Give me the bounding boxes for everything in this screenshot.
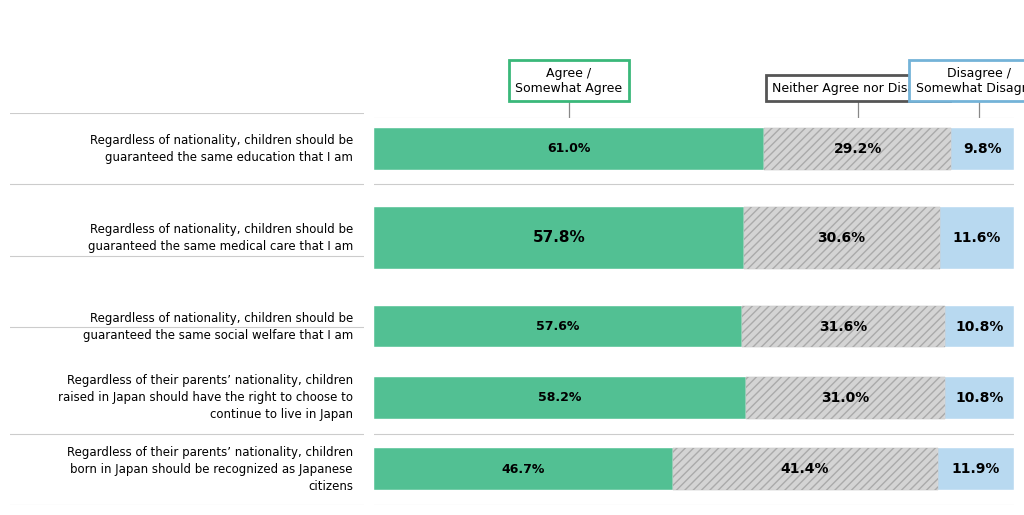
Text: 58.2%: 58.2% bbox=[539, 391, 582, 404]
Bar bbox=[944, 306, 1014, 348]
Bar bbox=[743, 207, 940, 269]
Bar bbox=[374, 128, 764, 169]
Bar bbox=[743, 207, 940, 269]
Text: 31.6%: 31.6% bbox=[819, 320, 867, 334]
Bar bbox=[764, 128, 951, 169]
Text: 31.0%: 31.0% bbox=[821, 391, 869, 405]
Bar bbox=[742, 306, 945, 348]
Bar bbox=[764, 128, 951, 169]
Bar bbox=[951, 128, 1014, 169]
Bar bbox=[374, 306, 742, 348]
Bar bbox=[374, 377, 746, 419]
Bar bbox=[673, 449, 938, 490]
Text: Disagree /
Somewhat Disagree: Disagree / Somewhat Disagree bbox=[915, 66, 1024, 95]
Bar bbox=[374, 207, 743, 269]
Bar bbox=[944, 377, 1014, 419]
Text: 61.0%: 61.0% bbox=[547, 142, 591, 156]
Bar bbox=[374, 449, 673, 490]
Text: 41.4%: 41.4% bbox=[781, 462, 829, 476]
Bar bbox=[673, 449, 938, 490]
Text: Regardless of their parents’ nationality, children
raised in Japan should have t: Regardless of their parents’ nationality… bbox=[58, 374, 353, 421]
Text: 46.7%: 46.7% bbox=[502, 462, 545, 476]
Bar bbox=[746, 377, 944, 419]
Text: 11.9%: 11.9% bbox=[951, 462, 999, 476]
Text: Regardless of nationality, children should be
guaranteed the same social welfare: Regardless of nationality, children shou… bbox=[83, 312, 353, 342]
Text: 11.6%: 11.6% bbox=[952, 231, 1000, 245]
Bar bbox=[746, 377, 944, 419]
Bar bbox=[940, 207, 1014, 269]
Text: 57.6%: 57.6% bbox=[537, 320, 580, 333]
Text: 10.8%: 10.8% bbox=[955, 391, 1004, 405]
Text: Agree /
Somewhat Agree: Agree / Somewhat Agree bbox=[515, 66, 623, 95]
Bar bbox=[742, 306, 945, 348]
Text: 30.6%: 30.6% bbox=[817, 231, 865, 245]
Bar bbox=[938, 449, 1014, 490]
Text: 57.8%: 57.8% bbox=[532, 230, 585, 245]
Text: 29.2%: 29.2% bbox=[834, 142, 882, 156]
Text: Regardless of their parents’ nationality, children
born in Japan should be recog: Regardless of their parents’ nationality… bbox=[67, 445, 353, 493]
Text: 9.8%: 9.8% bbox=[964, 142, 1001, 156]
Text: Regardless of nationality, children should be
guaranteed the same education that: Regardless of nationality, children shou… bbox=[90, 134, 353, 164]
Text: Regardless of nationality, children should be
guaranteed the same medical care t: Regardless of nationality, children shou… bbox=[88, 223, 353, 253]
Text: 10.8%: 10.8% bbox=[955, 320, 1004, 334]
Text: Neither Agree nor Disagree: Neither Agree nor Disagree bbox=[772, 82, 943, 95]
